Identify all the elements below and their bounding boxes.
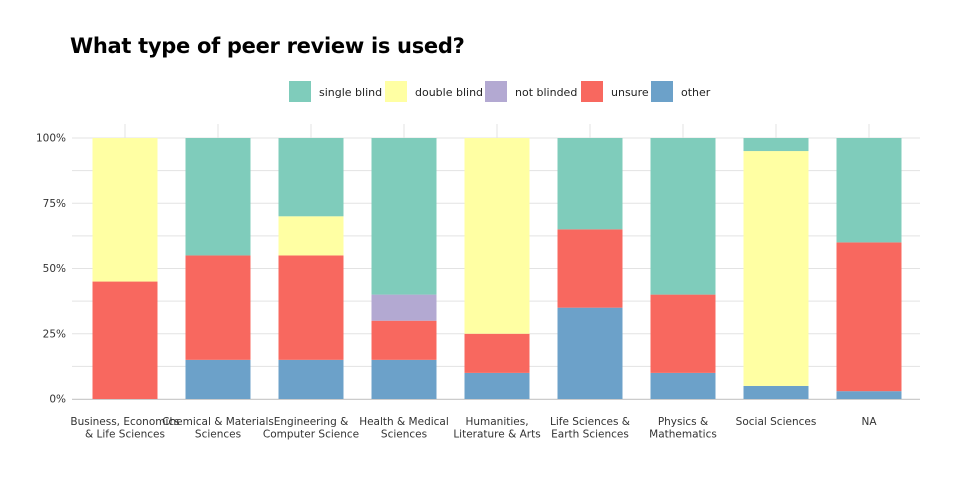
bar-segment-unsure <box>371 320 437 360</box>
bar-segment-other <box>464 372 530 399</box>
bar-segment-unsure <box>650 294 716 373</box>
legend-swatch-unsure <box>581 81 603 102</box>
x-tick-label-line: Life Sciences & <box>550 416 630 428</box>
x-tick-label: Health & Medical Sciences <box>359 416 449 441</box>
legend-swatch-other <box>651 81 673 102</box>
bar-segment-other <box>836 391 902 399</box>
legend-swatch-not-blinded <box>485 81 507 102</box>
x-tick-label-line: Mathematics <box>649 429 717 441</box>
x-tick-label-line: Literature & Arts <box>453 429 540 441</box>
x-tick-label: Physics & Mathematics <box>649 416 717 441</box>
x-tick-label-line: Earth Sciences <box>551 429 629 441</box>
bar-segment-single-blind <box>743 138 809 152</box>
bar-segment-single-blind <box>371 138 437 295</box>
bar-segment-single-blind <box>557 138 623 230</box>
y-tick-label: 0% <box>49 394 66 406</box>
bar-segment-unsure <box>185 255 251 360</box>
x-tick-label-line: Social Sciences <box>736 416 817 428</box>
bar-segment-double-blind <box>743 151 809 386</box>
x-tick-label-line: Sciences <box>381 429 427 441</box>
x-tick-label: Business, Economics & Life Sciences <box>70 416 179 441</box>
x-tick-label-line: Humanities, <box>465 416 528 428</box>
bar-segment-other <box>650 372 716 399</box>
bar-segment-double-blind <box>92 138 158 282</box>
bar-segment-double-blind <box>278 216 344 256</box>
bar-segment-other <box>185 359 251 399</box>
legend-label: single blind <box>319 86 382 99</box>
x-tick-label: Chemical & Materials Sciences <box>162 416 274 441</box>
x-tick-label-line: Business, Economics <box>70 416 179 428</box>
x-tick-label-line: NA <box>861 416 877 428</box>
bar-segment-unsure <box>557 229 623 308</box>
x-tick-label-line: Physics & <box>658 416 708 428</box>
legend-swatch-double-blind <box>385 81 407 102</box>
bar-segment-single-blind <box>185 138 251 256</box>
legend-label: double blind <box>415 86 483 99</box>
x-tick-label: NA <box>861 416 877 428</box>
x-tick-label-line: Sciences <box>195 429 241 441</box>
x-tick-label-line: Computer Science <box>263 429 359 441</box>
bar-segment-single-blind <box>650 138 716 295</box>
bar-segment-not-blinded <box>371 294 437 321</box>
bar-segment-other <box>278 359 344 399</box>
bar-segment-other <box>371 359 437 399</box>
bar-segment-unsure <box>464 333 530 373</box>
legend-label: not blinded <box>515 86 577 99</box>
bar-segment-single-blind <box>278 138 344 217</box>
y-tick-label: 25% <box>43 328 66 340</box>
bar-segment-double-blind <box>464 138 530 334</box>
bar-segment-unsure <box>278 255 344 360</box>
x-tick-label-line: Engineering & <box>274 416 349 428</box>
bar-segment-unsure <box>836 242 902 392</box>
y-tick-label: 100% <box>36 133 66 145</box>
legend-label: unsure <box>611 86 649 99</box>
legend-label: other <box>681 86 711 99</box>
bar-segment-other <box>557 307 623 399</box>
x-tick-label: Engineering & Computer Science <box>263 416 359 441</box>
x-tick-label-line: Chemical & Materials <box>162 416 274 428</box>
y-tick-label: 75% <box>43 198 66 210</box>
bar-segment-unsure <box>92 281 158 399</box>
y-tick-label: 50% <box>43 263 66 275</box>
bar-segment-single-blind <box>836 138 902 243</box>
chart-title: What type of peer review is used? <box>70 34 465 58</box>
x-tick-label: Humanities, Literature & Arts <box>453 416 540 441</box>
bar-segment-other <box>743 385 809 399</box>
legend-swatch-single-blind <box>289 81 311 102</box>
x-tick-label-line: Health & Medical <box>359 416 449 428</box>
x-tick-label-line: & Life Sciences <box>85 429 165 441</box>
x-tick-label: Life Sciences & Earth Sciences <box>550 416 630 441</box>
x-tick-label: Social Sciences <box>736 416 817 428</box>
